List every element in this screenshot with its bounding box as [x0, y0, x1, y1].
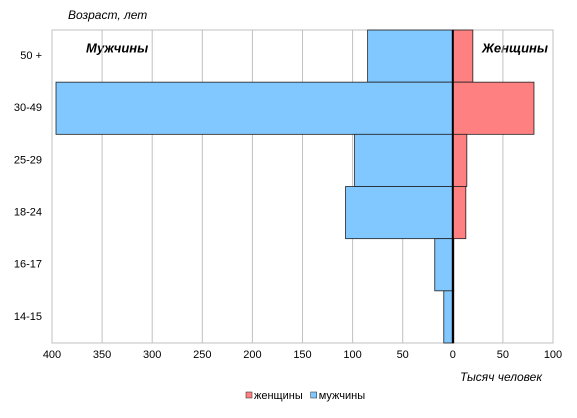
y-tick-label: 16-17: [14, 259, 42, 271]
x-tick-label: 250: [193, 349, 211, 361]
y-axis-label: Возраст, лет: [68, 8, 147, 22]
y-tick-label: 18-24: [14, 206, 42, 218]
annotation: Женщины: [481, 40, 548, 55]
x-tick-label: 200: [243, 349, 261, 361]
x-tick-label: 100: [343, 349, 361, 361]
bar: [354, 133, 454, 187]
y-tick-label: 14-15: [14, 311, 42, 323]
legend-swatch: [310, 391, 317, 399]
y-tick-label: 30-49: [14, 102, 42, 114]
bar: [452, 81, 535, 135]
y-tick-label: 25-29: [14, 154, 42, 166]
bar: [443, 290, 454, 344]
bar: [452, 186, 467, 240]
y-tick-label: 50 +: [20, 50, 42, 62]
x-tick-label: 300: [143, 349, 161, 361]
x-tick-label: 100: [544, 349, 562, 361]
bar: [452, 133, 468, 187]
x-tick-label: 0: [450, 349, 456, 361]
bar: [452, 29, 474, 83]
x-axis-label: Тысяч человек: [460, 370, 543, 384]
x-tick-label: 50: [397, 349, 409, 361]
bar: [434, 238, 454, 292]
legend-label: женщины: [254, 390, 303, 402]
x-tick-label: 350: [93, 349, 111, 361]
legend-label: мужчины: [319, 390, 365, 402]
x-tick-label: 400: [43, 349, 61, 361]
x-tick-label: 150: [293, 349, 311, 361]
x-tick-label: 50: [497, 349, 509, 361]
legend-swatch: [245, 391, 253, 399]
bar: [55, 81, 454, 135]
bar: [345, 186, 454, 240]
annotation: Мужчины: [86, 40, 148, 55]
bar: [367, 29, 454, 83]
